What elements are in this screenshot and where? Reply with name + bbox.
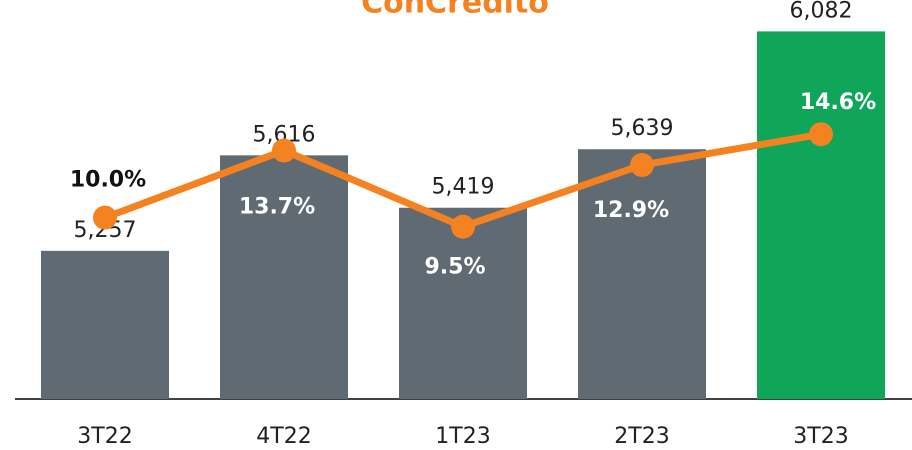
x-tick-label: 2T23 [614, 424, 669, 449]
line-point [630, 153, 654, 178]
line-point [809, 122, 833, 147]
line-value-label: 12.9% [593, 198, 669, 223]
x-tick-label: 3T23 [793, 424, 848, 449]
bar [757, 31, 885, 399]
bar-value-label: 6,082 [790, 0, 853, 23]
x-tick-label: 4T22 [256, 424, 311, 449]
bar-value-label: 5,639 [611, 116, 674, 141]
bar-value-label: 5,419 [432, 175, 495, 200]
line-point [272, 138, 296, 163]
x-tick-label: 1T23 [435, 424, 490, 449]
bar [41, 250, 169, 399]
line-value-label: 10.0% [70, 168, 146, 193]
line-value-label: 13.7% [239, 195, 315, 220]
bar [220, 155, 348, 399]
x-tick-label: 3T22 [77, 424, 132, 449]
line-point [451, 214, 475, 239]
line-value-label: 14.6% [800, 90, 876, 115]
chart-title: ConCredito [361, 0, 549, 21]
line-value-label: 9.5% [424, 255, 485, 280]
line-point [93, 205, 117, 230]
bar [578, 149, 706, 399]
bar [399, 207, 527, 399]
